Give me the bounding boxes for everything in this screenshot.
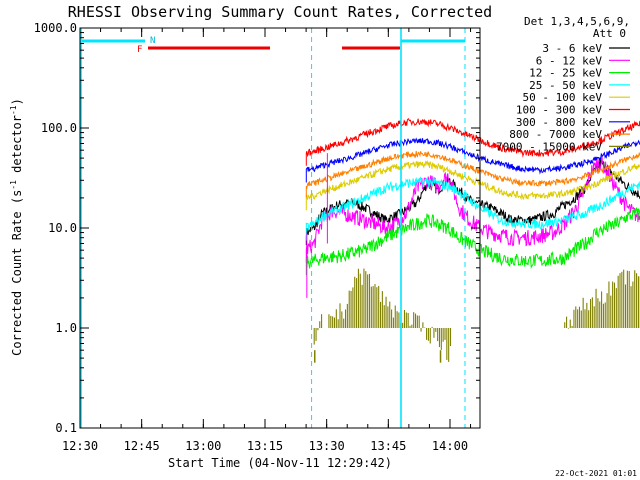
footer-timestamp: 22-Oct-2021 01:01 <box>555 469 637 478</box>
legend-label: 6 - 12 keV <box>536 54 603 67</box>
x-tick-label: 12:30 <box>62 439 98 453</box>
data-layer <box>305 118 640 363</box>
x-tick-label: 13:45 <box>370 439 406 453</box>
x-tick-label: 13:00 <box>185 439 221 453</box>
axis-ticks: 12:30 12:45 13:00 13:15 13:30 13:45 14:00 0.1 1.… <box>34 21 480 453</box>
legend-label: 7000 - 15000 keV <box>496 140 602 153</box>
x-tick-label: 13:15 <box>247 439 283 453</box>
series-25-50-kev <box>305 176 640 241</box>
y-tick-label: 1000.0 <box>34 21 77 35</box>
series-50-100-kev <box>305 159 640 211</box>
y-tick-label: 100.0 <box>41 121 77 135</box>
series-100-300-kev <box>305 118 640 166</box>
y-tick-label: 0.1 <box>55 421 77 435</box>
series-7000-15000-kev <box>313 268 640 363</box>
x-tick-label: 12:45 <box>124 439 160 453</box>
flag-label-n: N <box>150 36 155 46</box>
series-800-7000-kev <box>305 150 640 198</box>
x-tick-label: 13:30 <box>309 439 345 453</box>
flag-label-f: F <box>137 45 142 55</box>
legend-label: 300 - 800 keV <box>516 116 602 129</box>
legend-label: 3 - 6 keV <box>542 42 602 55</box>
legend-label: 12 - 25 keV <box>529 67 602 80</box>
overlay-layer: FN <box>80 28 466 428</box>
series-12-25-kev <box>305 207 640 276</box>
series-6-12-kev <box>305 155 640 263</box>
x-axis-label: Start Time (04-Nov-11 12:29:42) <box>168 456 392 470</box>
x-tick-label: 14:00 <box>432 439 468 453</box>
legend-label: 50 - 100 keV <box>523 91 603 104</box>
y-tick-label: 10.0 <box>48 221 77 235</box>
chart-title: RHESSI Observing Summary Count Rates, Co… <box>68 3 492 21</box>
legend-label: 100 - 300 keV <box>516 104 602 117</box>
legend-header-2: Att 0 <box>593 27 626 40</box>
legend-label: 25 - 50 keV <box>529 79 602 92</box>
y-axis-label: Corrected Count Rate (s-1 detector-1) <box>9 98 24 356</box>
y-tick-label: 1.0 <box>55 321 77 335</box>
series-300-800-kev <box>305 137 640 183</box>
legend-label: 800 - 7000 keV <box>509 128 602 141</box>
legend-header-1: Det 1,3,4,5,6,9, <box>524 15 630 28</box>
